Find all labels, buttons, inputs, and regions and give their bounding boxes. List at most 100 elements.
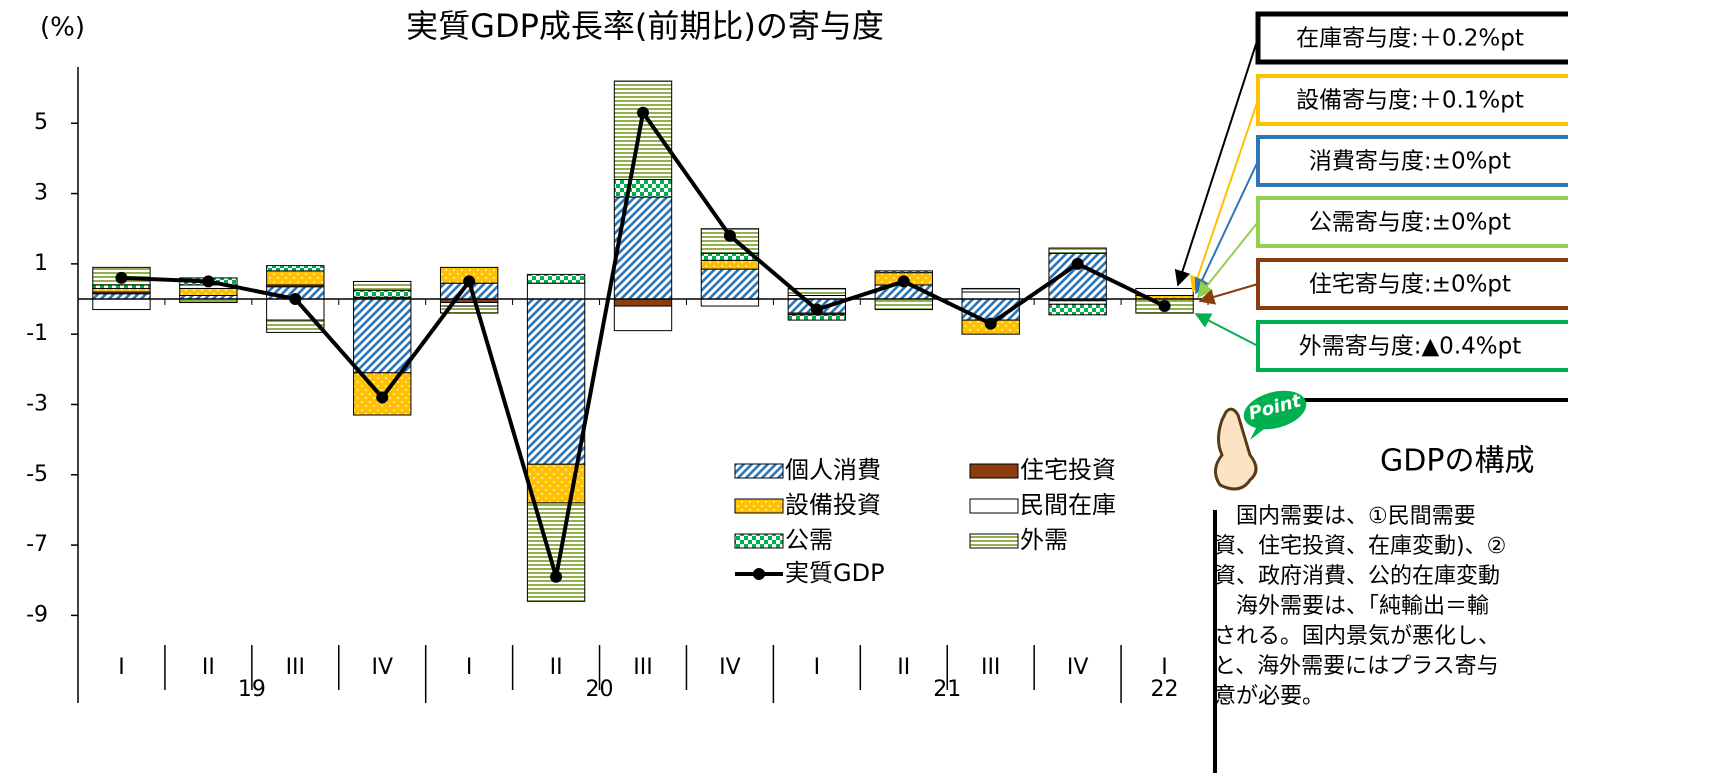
- gdp-point: [897, 275, 910, 288]
- gdp-point: [984, 317, 997, 330]
- year-label: 20: [586, 677, 614, 702]
- bar-segment: [613, 80, 673, 180]
- bar-segment: [961, 287, 1020, 293]
- bar-segment: [92, 293, 151, 300]
- gdp-point: [202, 275, 215, 288]
- y-tick-label: 1: [34, 251, 48, 276]
- x-tick-label: IV: [371, 655, 393, 680]
- gdp-point: [115, 271, 128, 284]
- plot: 531-1-3-5-7-9I II III IV I II III IV I II III IV I19…: [26, 67, 1209, 703]
- x-tick-label: II: [550, 655, 563, 680]
- bar-segment: [526, 282, 586, 300]
- y-tick-label: -7: [26, 532, 48, 557]
- bar-segment: [1048, 303, 1107, 316]
- legend-swatch: [734, 533, 784, 549]
- point-line: される。国内景気が悪化し、: [1214, 624, 1500, 649]
- chart-title: 実質GDP成長率(前期比)の寄与度: [406, 7, 884, 45]
- bar-segment: [353, 298, 412, 374]
- point-line: 意が必要。: [1214, 684, 1324, 709]
- y-tick-label: 5: [34, 110, 48, 135]
- x-tick-label: IV: [719, 655, 741, 680]
- y-tick-label: -1: [26, 321, 48, 346]
- x-tick-label: IV: [1067, 655, 1089, 680]
- gdp-point: [723, 229, 736, 242]
- callout-arrow: [1197, 221, 1259, 299]
- bar-segment: [787, 314, 847, 321]
- bar-segment: [787, 287, 847, 296]
- bar-segment: [439, 305, 499, 314]
- bar-segment: [700, 298, 760, 307]
- callout-box: [1256, 258, 1568, 310]
- y-tick-label: -5: [26, 462, 48, 487]
- bar-segment: [92, 298, 151, 311]
- bar-segment: [526, 298, 586, 465]
- x-tick-label: III: [286, 655, 305, 680]
- legend-swatch: [753, 568, 765, 580]
- point-line: 資、政府消費、公的在庫変動: [1214, 564, 1500, 589]
- bar-segment: [353, 289, 412, 298]
- year-label: 19: [238, 677, 266, 702]
- gdp-point: [463, 275, 476, 288]
- legend-label: 民間在庫: [1020, 491, 1116, 519]
- callouts: 在庫寄与度:＋0.2%pt 設備寄与度:＋0.1%pt 消費寄与度:±0%pt 公需寄…: [1174, 11, 1568, 372]
- callout-text: 外需寄与度:▲0.4%pt: [1299, 334, 1522, 360]
- bar-segment: [526, 502, 586, 602]
- point-line: と、海外需要にはプラス寄与: [1214, 654, 1499, 679]
- bar-segment: [1048, 247, 1107, 254]
- x-tick-label: III: [633, 655, 652, 680]
- bar-segment: [266, 319, 325, 333]
- callout-text: 住宅寄与度:±0%pt: [1309, 272, 1511, 298]
- callout-text: 在庫寄与度:＋0.2%pt: [1296, 26, 1524, 52]
- bar-segment: [613, 305, 673, 332]
- bar-segment: [92, 284, 151, 289]
- callout-box: [1256, 196, 1568, 248]
- bar-segment: [700, 268, 760, 300]
- point-line: 海外需要は、「純輸出＝輸: [1214, 594, 1489, 619]
- callout-arrow: [1198, 283, 1259, 305]
- point-line: 資、住宅投資、在庫変動)、②: [1214, 534, 1506, 559]
- bar-segment: [700, 259, 760, 270]
- year-label: 21: [933, 677, 961, 702]
- legend-swatch: [734, 463, 784, 479]
- bar-segment: [961, 291, 1020, 300]
- gdp-point: [1158, 300, 1171, 313]
- legend-label: 実質GDP: [785, 559, 885, 587]
- legend-label: 外需: [1020, 526, 1068, 554]
- bar-segment: [613, 178, 673, 198]
- x-tick-label: III: [981, 655, 1000, 680]
- gdp-point: [1071, 257, 1084, 270]
- x-tick-label: II: [202, 655, 215, 680]
- x-tick-label: II: [897, 655, 910, 680]
- gdp-point: [376, 391, 389, 404]
- legend-label: 設備投資: [785, 491, 881, 519]
- side-panel: 在庫寄与度:＋0.2%pt 設備寄与度:＋0.1%pt 消費寄与度:±0%pt 公需寄…: [1174, 11, 1568, 773]
- legend-label: 個人消費: [785, 456, 881, 484]
- bar-segment: [179, 287, 238, 296]
- gdp-point: [289, 293, 302, 306]
- bar-segment: [266, 270, 325, 286]
- y-tick-label: -9: [26, 602, 48, 627]
- legend-swatch: [969, 533, 1019, 549]
- y-tick-label: -3: [26, 391, 48, 416]
- bar-segment: [92, 287, 151, 293]
- x-tick-label: I: [118, 655, 125, 680]
- callout-arrow: [1194, 313, 1259, 347]
- legend-swatch: [734, 498, 784, 514]
- callout-text: 公需寄与度:±0%pt: [1309, 210, 1511, 236]
- gdp-point: [550, 570, 563, 583]
- callout-arrow: [1174, 37, 1259, 287]
- legend-label: 公需: [785, 526, 833, 554]
- callout-arrow: [1190, 99, 1259, 293]
- x-tick-label: I: [814, 655, 821, 680]
- point-heading: GDPの構成: [1380, 444, 1534, 479]
- callout-arrow: [1194, 160, 1259, 295]
- bar-segment: [874, 298, 933, 311]
- y-axis-label: (%): [40, 13, 85, 43]
- point-line: 国内需要は、①民間需要: [1214, 504, 1476, 529]
- gdp-point: [637, 106, 649, 119]
- bar-segment: [1048, 300, 1107, 305]
- bar-segment: [266, 265, 325, 272]
- bar-segment: [613, 298, 673, 307]
